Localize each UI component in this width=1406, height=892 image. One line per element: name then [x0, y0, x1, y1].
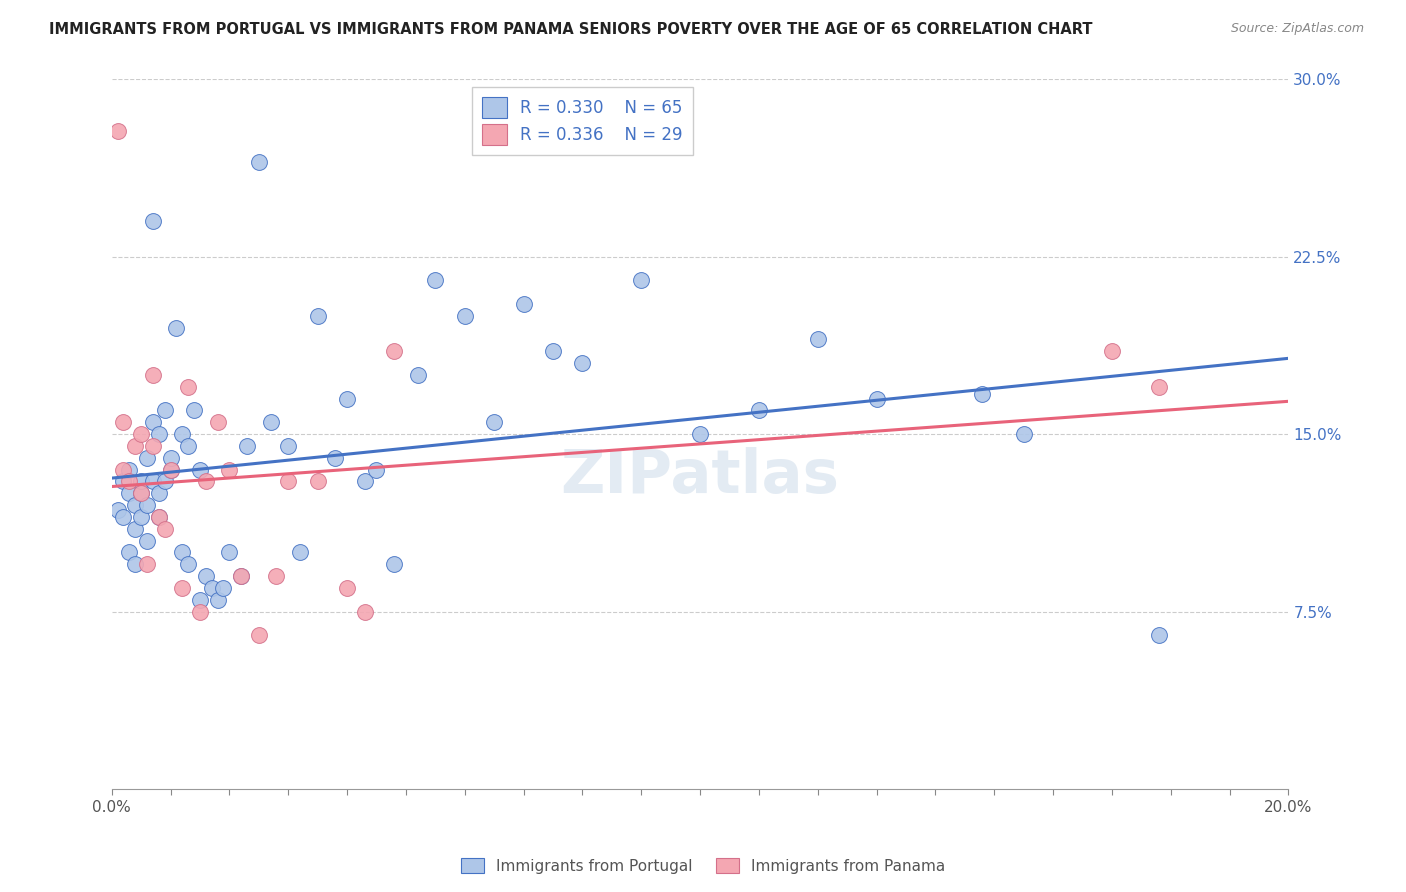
Point: [165, 320, 187, 334]
Point: [112, 475, 135, 489]
Point: [277, 439, 299, 453]
Point: [107, 124, 129, 138]
Point: [1101, 344, 1123, 359]
Point: [129, 486, 152, 500]
Point: [307, 309, 329, 323]
Point: [207, 415, 229, 429]
Point: [512, 297, 534, 311]
Point: [159, 462, 181, 476]
Point: [159, 462, 181, 476]
Point: [194, 569, 217, 583]
Point: [118, 462, 141, 476]
Point: [1012, 427, 1035, 442]
Point: [353, 475, 375, 489]
Point: [188, 605, 211, 619]
Point: [129, 486, 152, 500]
Point: [118, 545, 141, 559]
Point: [630, 273, 652, 287]
Point: [188, 462, 211, 476]
Point: [153, 475, 176, 489]
Point: [807, 332, 830, 346]
Point: [124, 439, 146, 453]
Point: [266, 569, 288, 583]
Point: [323, 450, 346, 465]
Point: [177, 380, 200, 394]
Point: [454, 309, 477, 323]
Point: [142, 415, 165, 429]
Point: [218, 462, 240, 476]
Point: [207, 592, 229, 607]
Point: [748, 403, 770, 417]
Point: [172, 427, 194, 442]
Point: [136, 498, 159, 512]
Point: [212, 581, 235, 595]
Point: [136, 533, 159, 548]
Point: [1147, 628, 1170, 642]
Point: [259, 415, 281, 429]
Legend: R = 0.330    N = 65, R = 0.336    N = 29: R = 0.330 N = 65, R = 0.336 N = 29: [472, 87, 693, 154]
Point: [129, 427, 152, 442]
Point: [865, 392, 887, 406]
Point: [172, 581, 194, 595]
Point: [406, 368, 429, 382]
Point: [689, 427, 711, 442]
Point: [142, 475, 165, 489]
Point: [188, 592, 211, 607]
Point: [112, 510, 135, 524]
Point: [571, 356, 593, 370]
Point: [159, 450, 181, 465]
Point: [153, 522, 176, 536]
Point: [307, 475, 329, 489]
Legend: Immigrants from Portugal, Immigrants from Panama: Immigrants from Portugal, Immigrants fro…: [456, 852, 950, 880]
Point: [382, 344, 405, 359]
Point: [177, 558, 200, 572]
Point: [112, 415, 135, 429]
Point: [148, 510, 170, 524]
Point: [112, 462, 135, 476]
Point: [177, 439, 200, 453]
Point: [972, 387, 994, 401]
Point: [124, 522, 146, 536]
Point: [194, 475, 217, 489]
Point: [482, 415, 505, 429]
Point: [124, 558, 146, 572]
Point: [277, 475, 299, 489]
Point: [148, 510, 170, 524]
Point: [172, 545, 194, 559]
Point: [218, 545, 240, 559]
Point: [336, 392, 359, 406]
Point: [148, 486, 170, 500]
Text: IMMIGRANTS FROM PORTUGAL VS IMMIGRANTS FROM PANAMA SENIORS POVERTY OVER THE AGE : IMMIGRANTS FROM PORTUGAL VS IMMIGRANTS F…: [49, 22, 1092, 37]
Point: [183, 403, 205, 417]
Point: [142, 368, 165, 382]
Point: [288, 545, 311, 559]
Point: [382, 558, 405, 572]
Point: [247, 628, 270, 642]
Point: [231, 569, 253, 583]
Point: [366, 462, 388, 476]
Point: [136, 558, 159, 572]
Point: [142, 214, 165, 228]
Point: [1147, 380, 1170, 394]
Point: [236, 439, 259, 453]
Point: [124, 498, 146, 512]
Text: ZIPatlas: ZIPatlas: [561, 447, 839, 506]
Point: [107, 503, 129, 517]
Point: [201, 581, 224, 595]
Point: [142, 439, 165, 453]
Point: [129, 510, 152, 524]
Point: [425, 273, 447, 287]
Point: [231, 569, 253, 583]
Point: [118, 475, 141, 489]
Point: [148, 427, 170, 442]
Point: [353, 605, 375, 619]
Point: [136, 450, 159, 465]
Point: [247, 154, 270, 169]
Point: [153, 403, 176, 417]
Point: [336, 581, 359, 595]
Text: Source: ZipAtlas.com: Source: ZipAtlas.com: [1230, 22, 1364, 36]
Point: [118, 486, 141, 500]
Point: [541, 344, 564, 359]
Point: [129, 475, 152, 489]
